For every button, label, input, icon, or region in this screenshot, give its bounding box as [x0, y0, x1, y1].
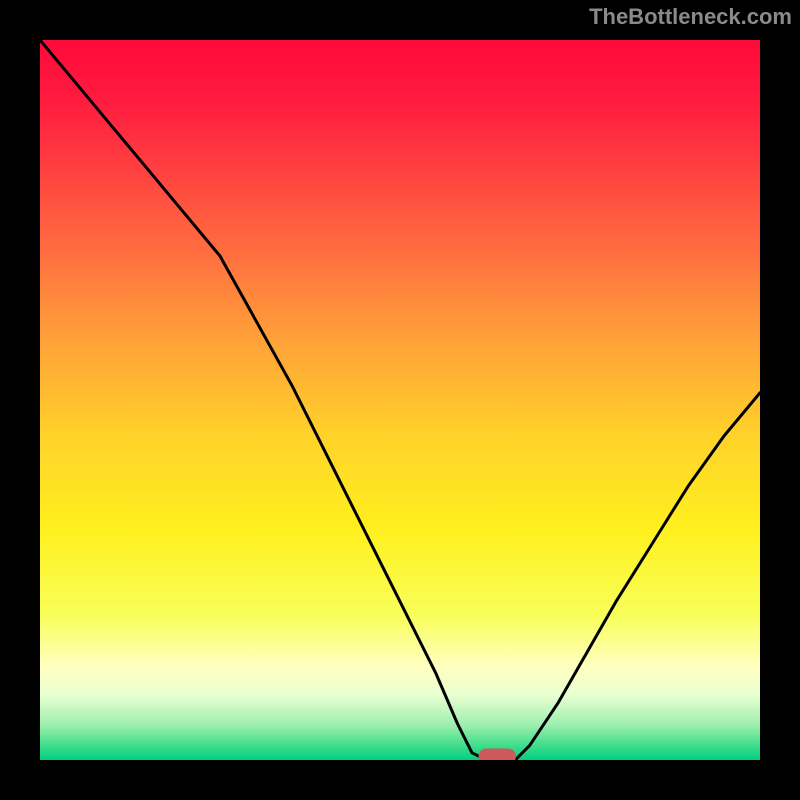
chart-container: TheBottleneck.com	[0, 0, 800, 800]
bottleneck-curve-chart	[0, 0, 800, 800]
watermark-text: TheBottleneck.com	[589, 4, 792, 30]
gradient-background	[40, 40, 760, 760]
